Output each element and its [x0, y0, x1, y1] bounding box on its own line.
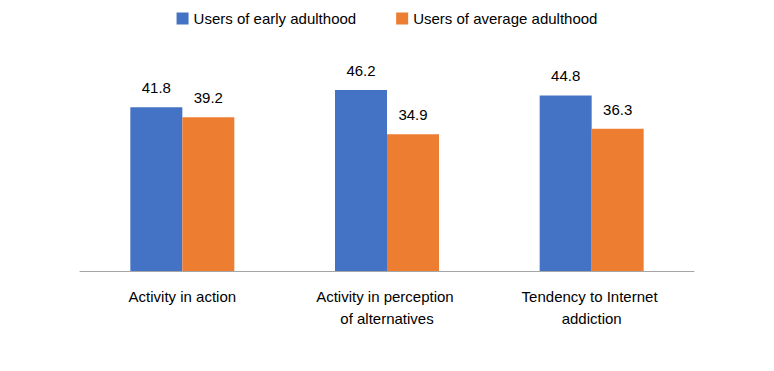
- svg-text:addiction: addiction: [562, 310, 622, 327]
- svg-text:34.9: 34.9: [398, 106, 427, 123]
- svg-text:Activity in perception: Activity in perception: [316, 288, 458, 305]
- svg-text:Users of average adulthood: Users of average adulthood: [413, 10, 597, 27]
- svg-text:Users of early adulthood: Users of early adulthood: [194, 10, 357, 27]
- svg-text:of alternatives: of alternatives: [340, 310, 433, 327]
- svg-text:41.8: 41.8: [142, 79, 171, 96]
- svg-text:36.3: 36.3: [603, 101, 632, 118]
- svg-text:Activity in action: Activity in action: [129, 288, 237, 305]
- svg-text:46.2: 46.2: [346, 62, 375, 79]
- svg-text:39.2: 39.2: [194, 89, 223, 106]
- svg-text:44.8: 44.8: [551, 67, 580, 84]
- svg-text:Tendency to Internet: Tendency to Internet: [522, 288, 662, 305]
